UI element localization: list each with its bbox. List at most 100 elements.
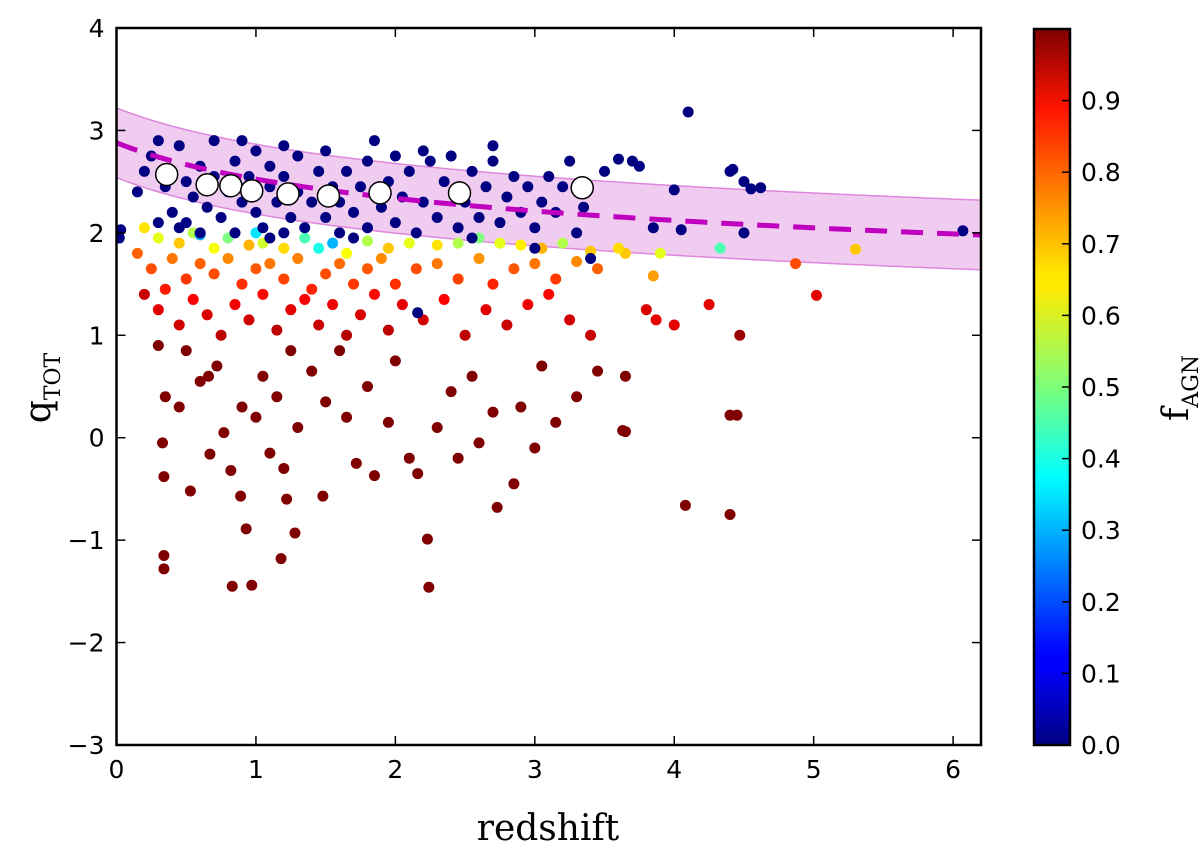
data-point	[361, 235, 373, 247]
data-point	[473, 437, 485, 449]
median-marker	[240, 179, 264, 203]
data-point	[382, 324, 394, 336]
data-point	[341, 165, 353, 177]
data-point	[810, 289, 822, 301]
data-point	[138, 288, 150, 300]
data-point	[452, 222, 464, 234]
data-point	[382, 416, 394, 428]
data-point	[675, 224, 687, 236]
data-point	[480, 304, 492, 316]
data-point	[250, 411, 262, 423]
data-point	[850, 243, 862, 255]
median-marker	[195, 172, 219, 197]
data-point	[585, 252, 597, 264]
data-point	[243, 314, 255, 326]
data-point	[389, 217, 401, 229]
x-axis: 0 1 2 3 4 5 6	[109, 28, 961, 784]
data-point	[240, 523, 252, 535]
data-point	[571, 391, 583, 403]
data-point	[724, 509, 736, 521]
data-point	[668, 319, 680, 331]
data-point	[327, 237, 339, 249]
data-point	[403, 165, 415, 177]
data-point	[235, 490, 247, 502]
data-point	[250, 263, 262, 275]
data-point	[201, 201, 213, 213]
data-point	[633, 160, 645, 172]
data-point	[320, 268, 332, 280]
data-point	[299, 222, 311, 234]
data-point	[208, 242, 220, 254]
colorbar-tick-label: 0.1	[1081, 659, 1121, 688]
data-point	[536, 360, 548, 372]
data-point	[438, 293, 450, 305]
data-point	[152, 135, 164, 147]
data-point	[264, 447, 276, 459]
data-point	[166, 206, 178, 218]
median-marker	[570, 176, 594, 200]
data-point	[529, 222, 541, 234]
data-point	[211, 360, 223, 372]
data-point	[285, 304, 297, 316]
data-point	[173, 401, 185, 413]
data-point	[208, 268, 220, 280]
data-point	[619, 370, 631, 382]
y-axis-label: qTOT	[18, 352, 66, 423]
data-point	[640, 304, 652, 316]
median-marker	[154, 162, 179, 187]
y-tick-label: −2	[68, 629, 105, 658]
data-point	[487, 278, 499, 290]
y-tick-label: 2	[89, 219, 105, 248]
y-tick-label: 0	[89, 424, 105, 453]
data-point	[222, 252, 234, 264]
data-point	[731, 409, 743, 421]
y-tick-label: −3	[68, 731, 105, 760]
data-point	[341, 411, 353, 423]
data-point	[578, 201, 590, 213]
data-point	[417, 145, 429, 157]
data-point	[375, 252, 387, 264]
data-point	[257, 288, 269, 300]
data-point	[285, 211, 297, 223]
data-point	[487, 406, 499, 418]
data-point	[487, 140, 499, 152]
data-point	[225, 464, 237, 476]
y-tick-label: −1	[68, 526, 105, 555]
data-point	[557, 237, 569, 249]
data-point	[117, 232, 125, 244]
data-point	[334, 227, 346, 239]
data-point	[445, 386, 457, 398]
data-point	[508, 263, 520, 275]
colorbar-tick-label: 0.9	[1081, 87, 1121, 116]
data-point	[745, 183, 757, 195]
data-point	[445, 150, 457, 162]
data-point	[592, 365, 604, 377]
data-point	[173, 319, 185, 331]
data-point	[278, 242, 290, 254]
data-point	[236, 135, 248, 147]
data-point	[226, 580, 238, 592]
data-point	[389, 150, 401, 162]
x-tick-label: 2	[387, 755, 403, 784]
data-point	[647, 222, 659, 234]
data-point	[452, 237, 464, 249]
data-point	[543, 171, 555, 183]
data-point	[412, 307, 424, 319]
data-point	[550, 273, 562, 285]
data-point	[368, 135, 380, 147]
data-point	[194, 227, 206, 239]
data-point	[159, 391, 171, 403]
data-point	[466, 232, 478, 244]
data-point	[501, 191, 513, 203]
fit-uncertainty-band	[117, 107, 980, 271]
data-point	[257, 370, 269, 382]
x-tick-label: 1	[248, 755, 264, 784]
data-point	[348, 206, 360, 218]
x-tick-label: 5	[806, 755, 822, 784]
data-point	[550, 416, 562, 428]
data-point	[278, 171, 290, 183]
data-point	[243, 239, 255, 251]
data-point	[341, 329, 353, 341]
y-tick-label: 3	[89, 116, 105, 145]
